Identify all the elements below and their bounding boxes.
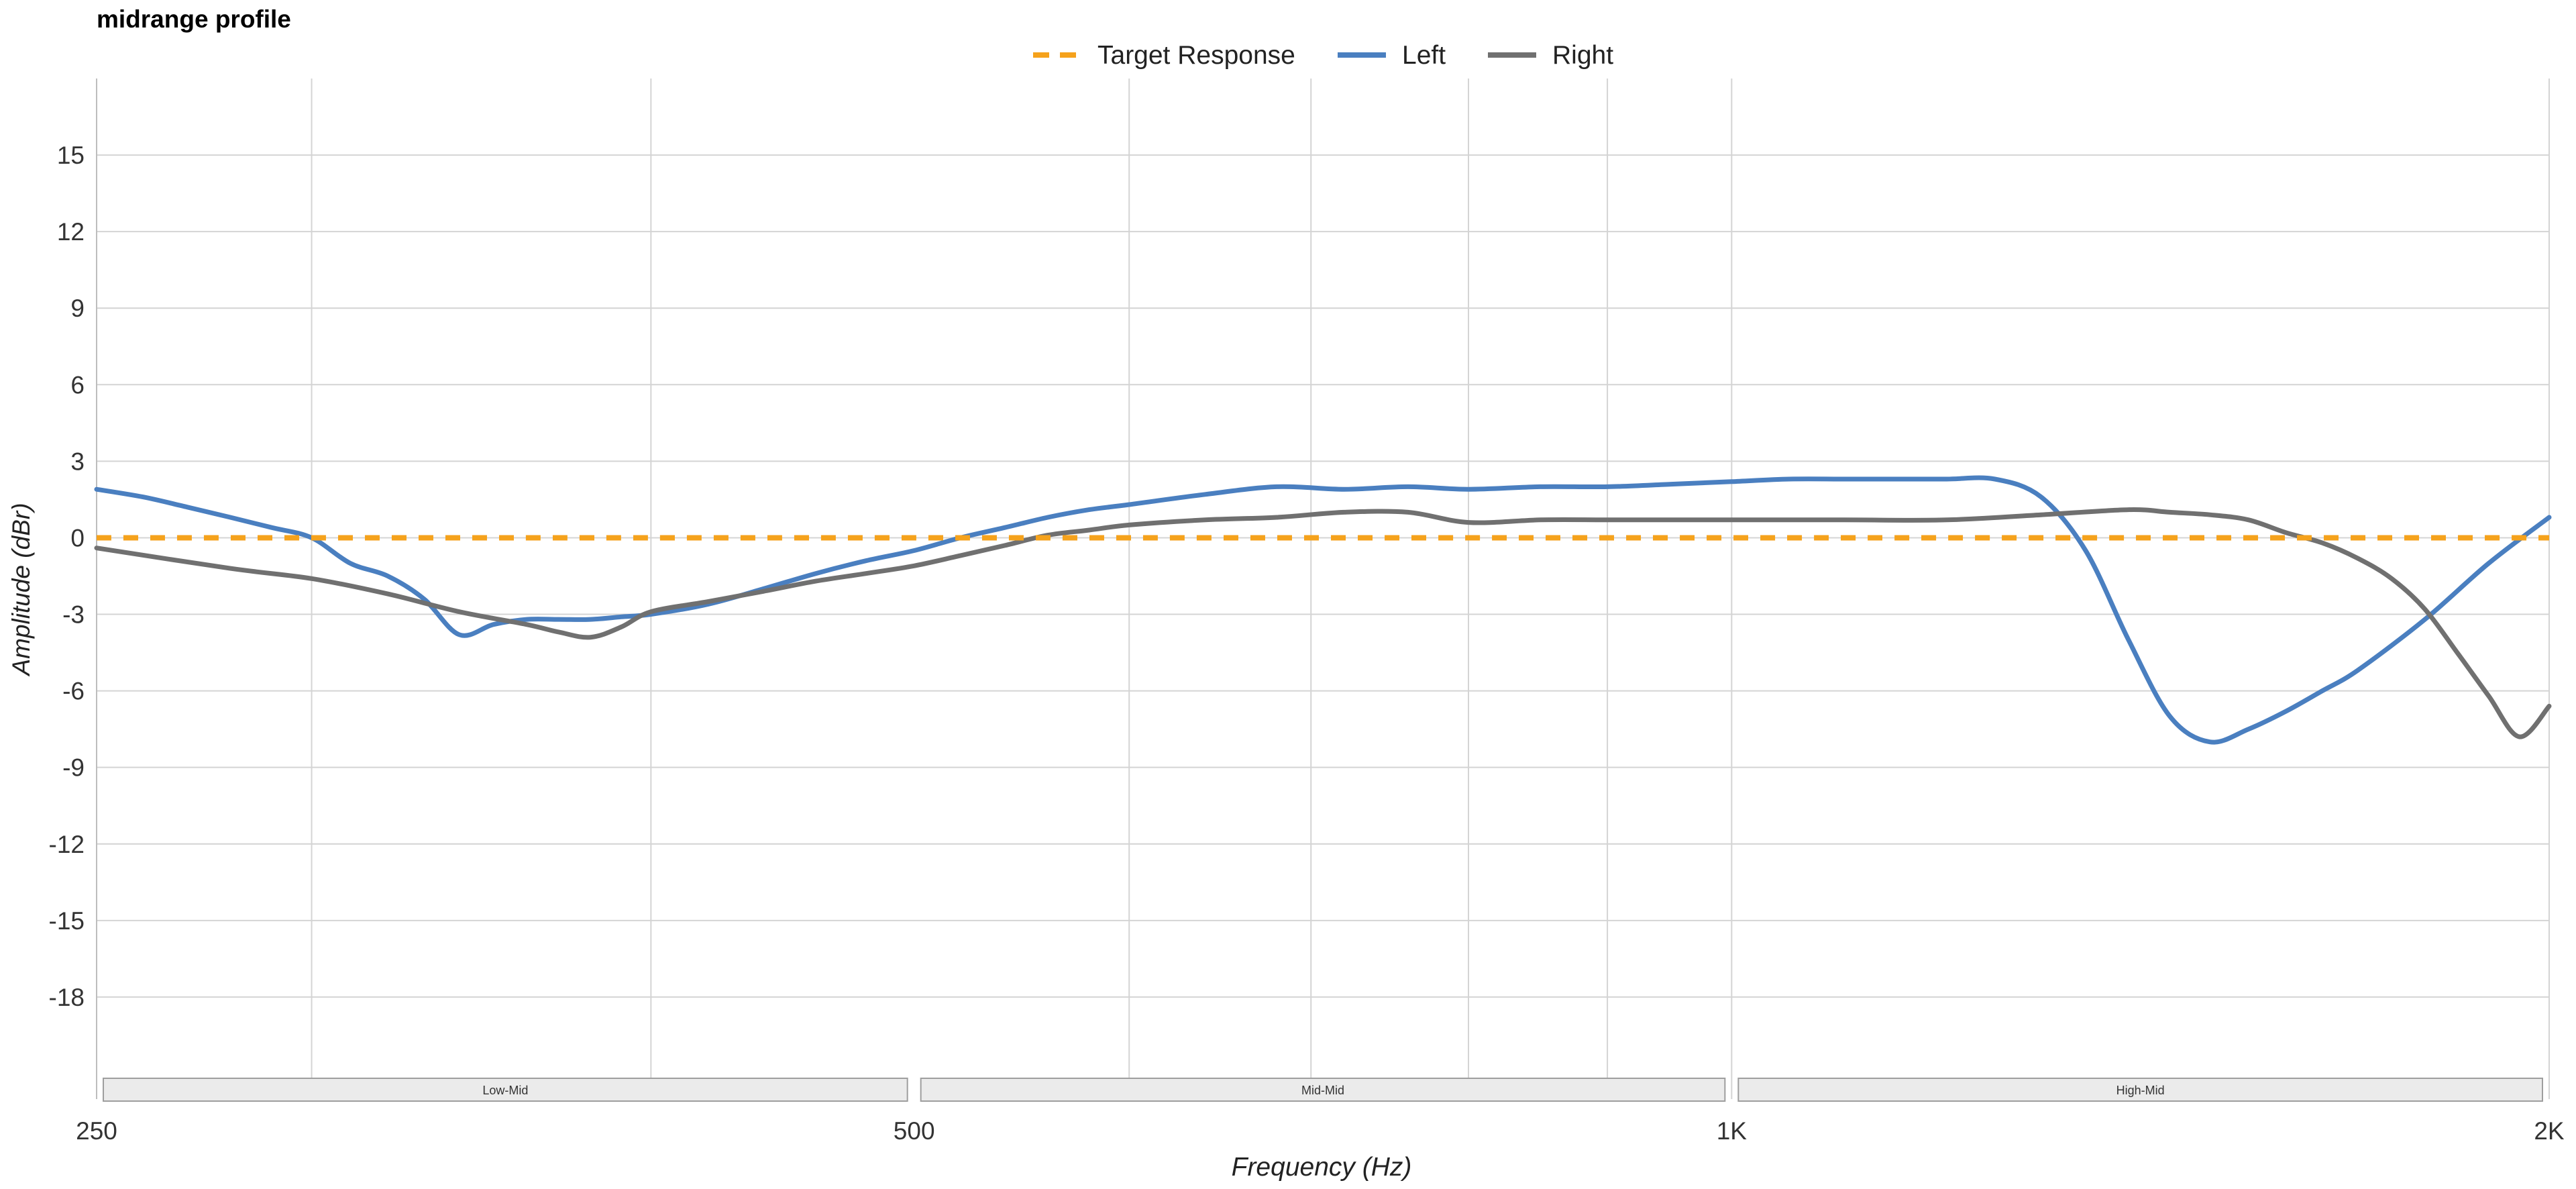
series-line-left	[94, 475, 2552, 745]
y-tick-label: 15	[57, 142, 85, 169]
y-tick-label: 9	[70, 295, 85, 322]
series-line-right	[94, 507, 2552, 739]
band-box	[1737, 1078, 2543, 1102]
x-tick-label: 250	[76, 1117, 117, 1145]
axes: 15 12 9 6 3 0 -3 -6 -9 -12 -15 -18 250 500 1K 2K Frequen…	[7, 142, 2565, 1182]
x-tick-label: 500	[894, 1117, 935, 1145]
series-lines	[94, 475, 2552, 745]
legend-label[interactable]: Right	[1552, 41, 1613, 70]
x-axis-title: Frequency (Hz)	[1232, 1153, 1412, 1182]
y-tick-label: 6	[70, 371, 85, 399]
y-tick-label: 12	[57, 218, 85, 246]
band-label: Low-Mid	[482, 1084, 528, 1097]
y-tick-label: 0	[70, 524, 85, 552]
x-tick-label: 2K	[2534, 1117, 2565, 1145]
band-box	[103, 1078, 908, 1102]
chart-title: midrange profile	[97, 5, 291, 33]
y-tick-label: -12	[49, 831, 85, 858]
band-box	[920, 1078, 1726, 1102]
grid	[96, 79, 2550, 1099]
y-tick-label: -6	[62, 678, 85, 705]
y-tick-label: -3	[62, 601, 85, 629]
band-label: High-Mid	[2116, 1084, 2165, 1097]
legend-label[interactable]: Left	[1402, 41, 1446, 70]
y-tick-label: -18	[49, 984, 85, 1011]
legend[interactable]: Target Response Left Right	[1033, 41, 1613, 70]
y-tick-label: -15	[49, 907, 85, 935]
band-label: Mid-Mid	[1301, 1084, 1344, 1097]
y-tick-label: 3	[70, 448, 85, 475]
x-tick-label: 1K	[1717, 1117, 1748, 1145]
frequency-bands: Low-Mid Mid-Mid High-Mid	[103, 1078, 2543, 1102]
y-axis-title: Amplitude (dBr)	[7, 503, 35, 676]
legend-label[interactable]: Target Response	[1097, 41, 1295, 70]
y-tick-label: -9	[62, 754, 85, 782]
